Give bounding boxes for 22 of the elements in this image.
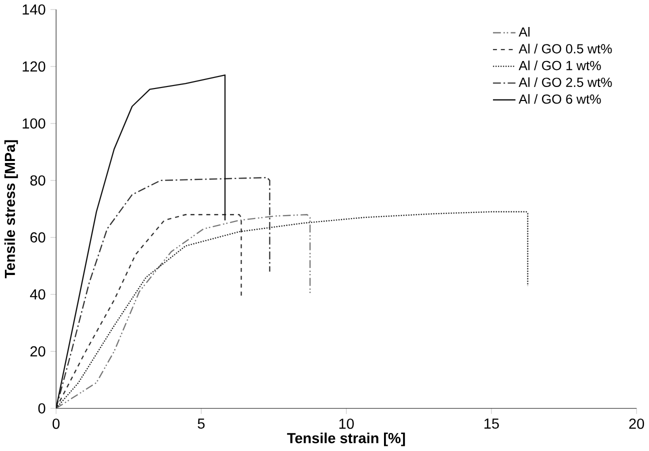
line-series — [56, 211, 528, 409]
legend-label: Al / GO 2.5 wt% — [518, 78, 612, 88]
y-tick-label: 20 — [30, 346, 46, 357]
line-series — [56, 74, 226, 409]
y-tick-label: 100 — [22, 118, 46, 129]
x-tick-label: 20 — [629, 418, 644, 430]
legend-label: Al / GO 1 wt% — [518, 60, 601, 70]
x-tick-label: 5 — [198, 418, 205, 429]
x-tick-label: 15 — [484, 418, 499, 429]
legend-label: Al / GO 0.5 wt% — [518, 44, 612, 54]
y-axis-title: Tensile stress [MPa] — [4, 140, 18, 278]
x-axis-title: Tensile strain [%] — [287, 432, 405, 446]
y-tick-label: 60 — [30, 232, 46, 243]
legend-label: Al / GO 6 wt% — [518, 94, 601, 104]
legend-label: Al — [518, 27, 530, 37]
x-tick-label: 10 — [339, 418, 354, 430]
y-tick-label: 140 — [22, 4, 46, 15]
x-tick-label: 0 — [52, 418, 60, 430]
y-tick-label: 120 — [22, 62, 46, 72]
y-tick-label: 80 — [30, 176, 46, 186]
y-tick-label: 0 — [38, 403, 46, 414]
y-tick-label: 40 — [30, 290, 46, 300]
